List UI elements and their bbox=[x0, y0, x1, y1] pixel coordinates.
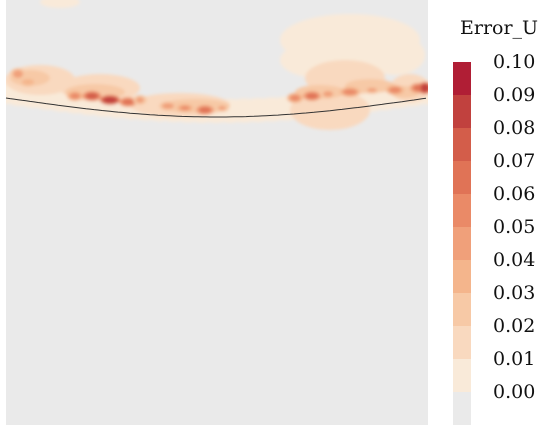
error-contour bbox=[306, 93, 318, 99]
colorbar-swatch bbox=[453, 293, 471, 326]
error-contour bbox=[86, 93, 98, 99]
colorbar-swatch bbox=[453, 95, 471, 128]
error-contour bbox=[22, 79, 34, 85]
colorbar-tick-label: 0.05 bbox=[493, 216, 536, 238]
colorbar-swatch bbox=[453, 227, 471, 260]
error-contour bbox=[421, 84, 428, 92]
colorbar-tick-label: 0.02 bbox=[493, 315, 536, 337]
colorbar-tick-label: 0.01 bbox=[493, 348, 536, 370]
colorbar-swatch bbox=[453, 326, 471, 359]
colorbar-swatch bbox=[453, 260, 471, 293]
colorbar-swatch bbox=[453, 161, 471, 194]
error-contour bbox=[136, 97, 144, 103]
error-contour bbox=[290, 95, 300, 101]
colorbar-swatch bbox=[453, 128, 471, 161]
error-contour bbox=[162, 103, 174, 109]
colorbar-swatch bbox=[453, 62, 471, 95]
colorbar-tick-label: 0.03 bbox=[493, 282, 536, 304]
colorbar-swatch bbox=[453, 359, 471, 392]
error-contour bbox=[70, 93, 80, 99]
error-contour bbox=[218, 106, 226, 110]
colorbar-tick-label: 0.09 bbox=[493, 84, 536, 106]
colorbar-tick-label: 0.08 bbox=[493, 117, 536, 139]
error-contour bbox=[122, 99, 134, 105]
colorbar-title: Error_U bbox=[460, 17, 539, 39]
interface-line bbox=[5, 97, 427, 118]
colorbar-tick-label: 0.07 bbox=[493, 150, 536, 172]
error-contour bbox=[389, 87, 401, 93]
error-contour bbox=[323, 91, 333, 97]
error-contour bbox=[365, 35, 425, 75]
colorbar bbox=[453, 62, 471, 425]
error-contour bbox=[40, 0, 80, 8]
error-contour bbox=[343, 89, 357, 95]
error-contour bbox=[103, 97, 117, 103]
colorbar-tick-label: 0.06 bbox=[493, 183, 536, 205]
error-contour bbox=[180, 106, 190, 110]
colorbar-swatch bbox=[453, 194, 471, 227]
error-contour bbox=[413, 85, 423, 91]
error-contour bbox=[199, 107, 211, 113]
error-contour bbox=[367, 88, 377, 92]
colorbar-tick-label: 0.04 bbox=[493, 249, 536, 271]
colorbar-tick-label: 0.00 bbox=[493, 381, 536, 403]
colorbar-tick-label: 0.10 bbox=[493, 51, 536, 73]
error-contour bbox=[13, 70, 23, 78]
colorbar-swatch bbox=[453, 392, 471, 425]
